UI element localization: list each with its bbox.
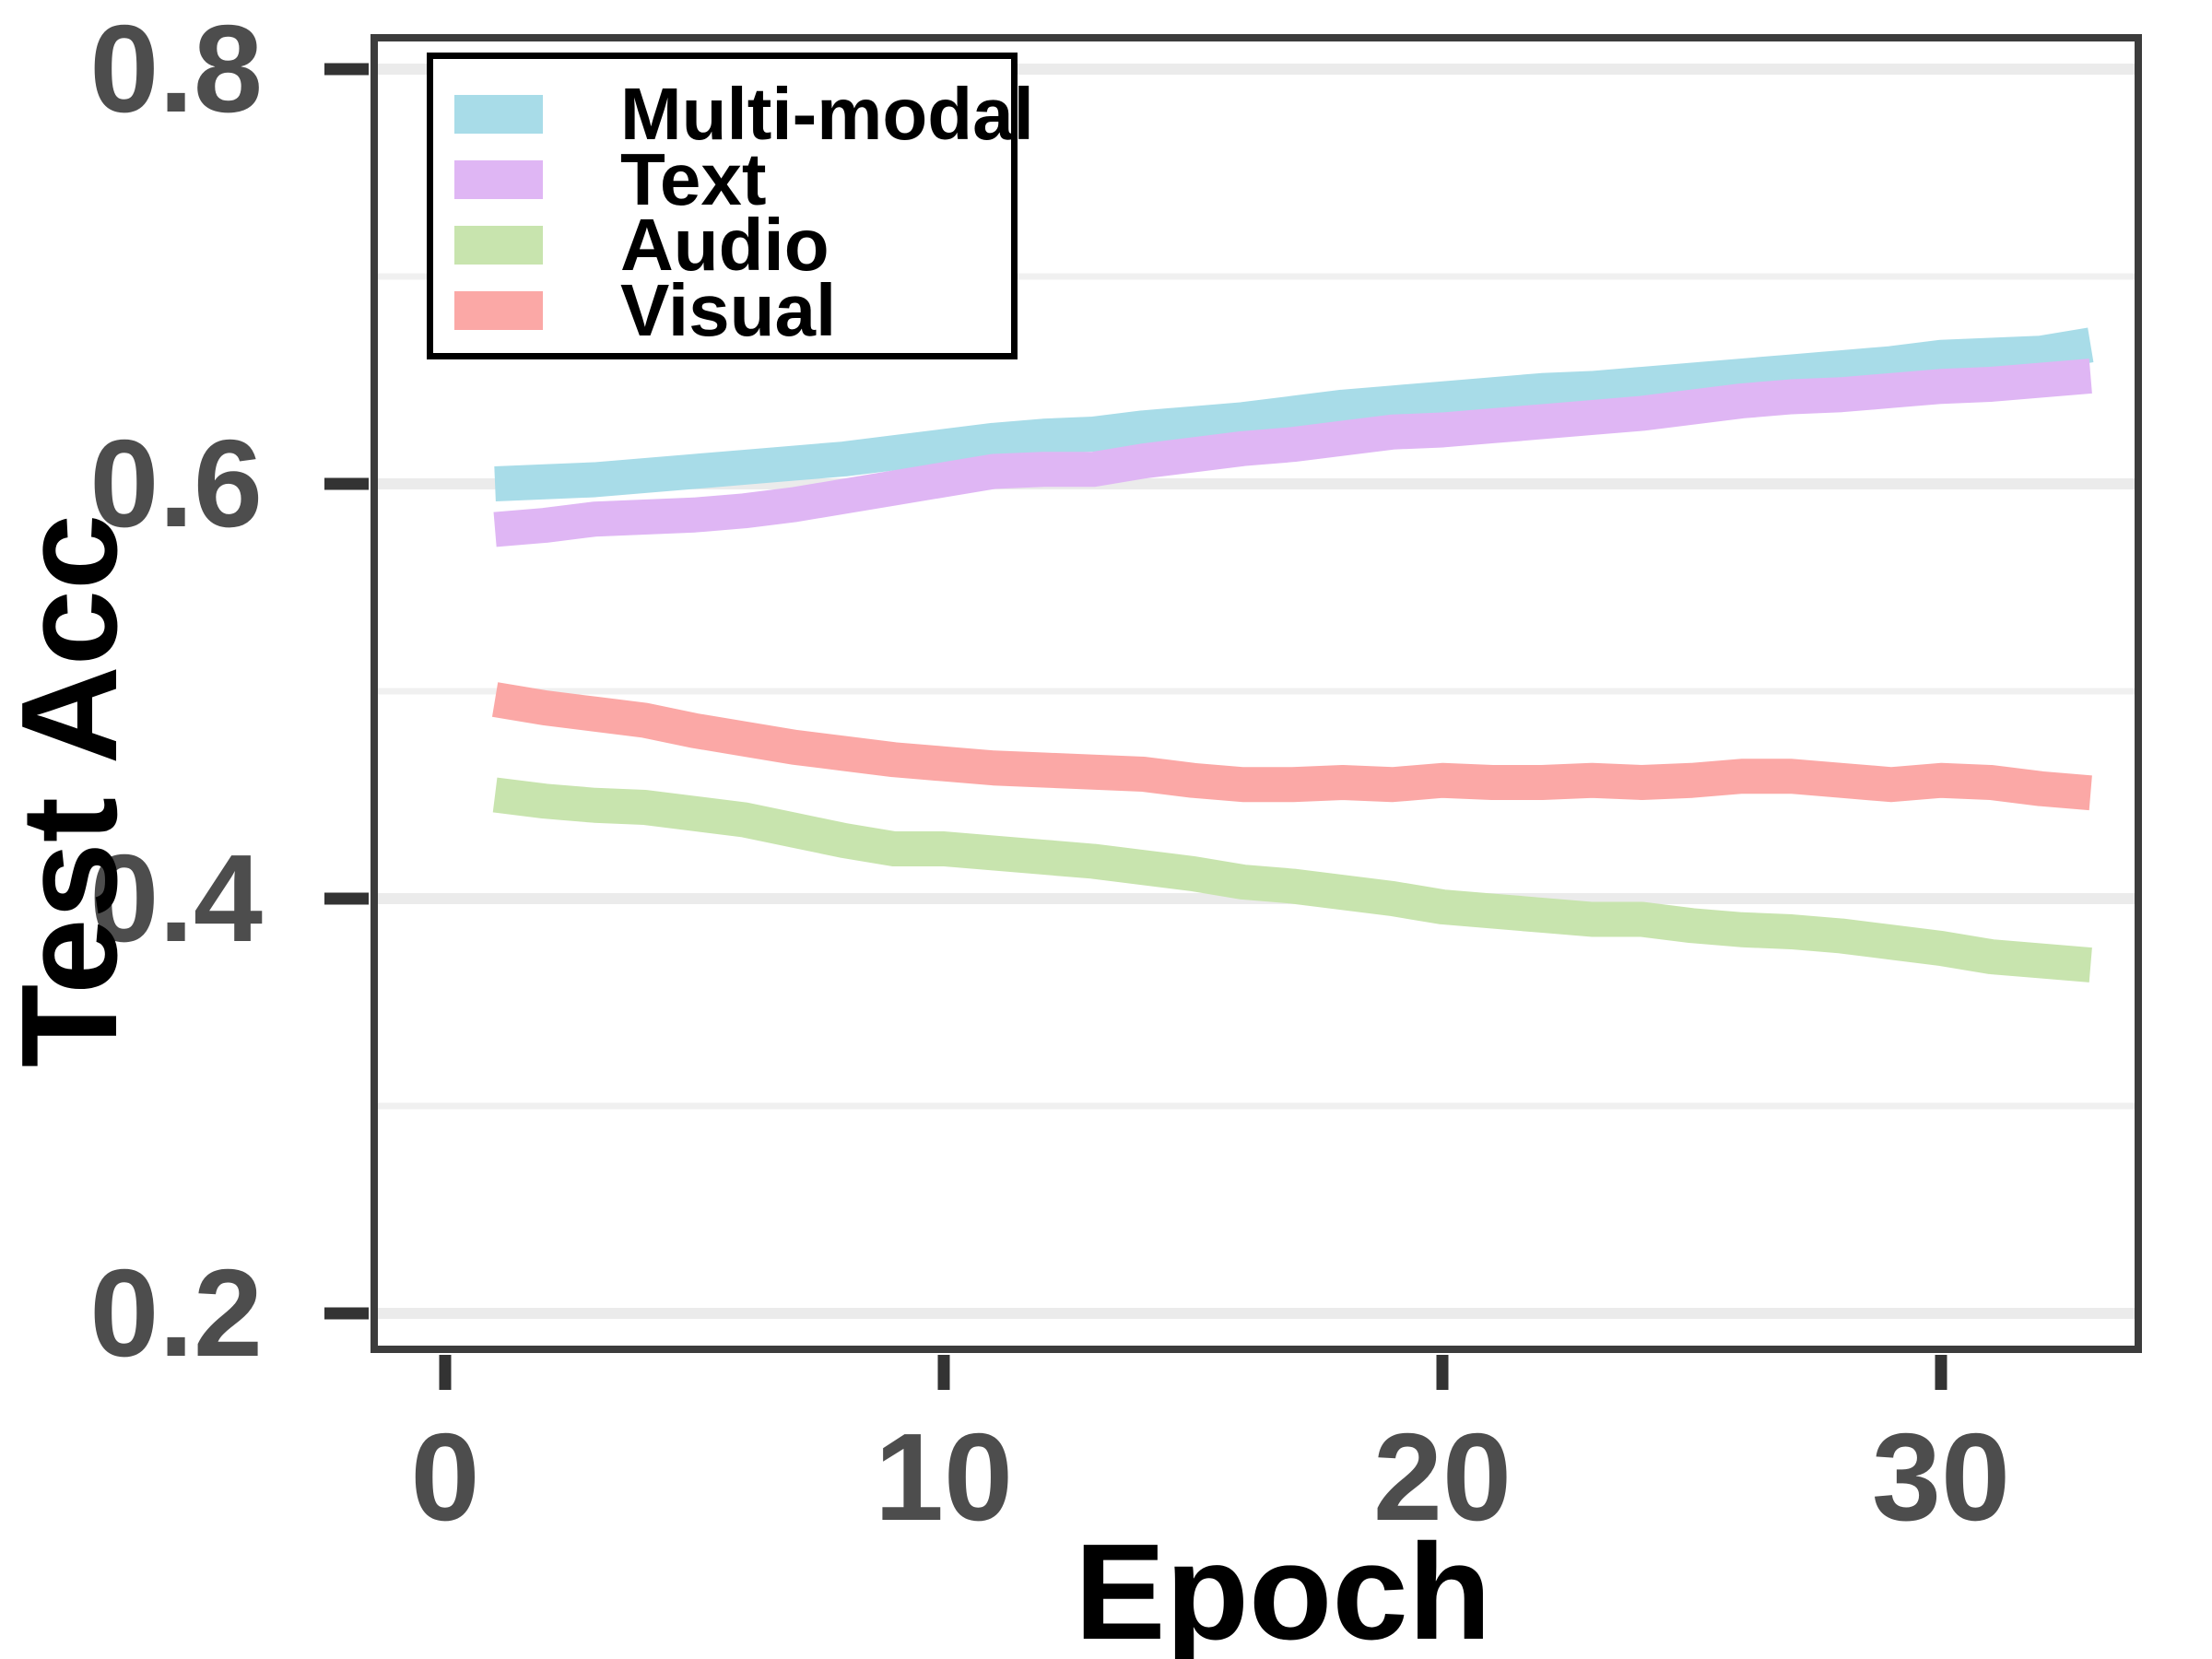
legend-row-visual: Visual	[433, 269, 1011, 351]
legend-label-visual: Visual	[620, 269, 837, 351]
audio-color-swatch	[454, 225, 543, 265]
y-tick-label-0.2: 0.2	[89, 1243, 263, 1382]
legend-row-multi-modal: Multi-modal	[433, 77, 1034, 151]
legend-row-text: Text	[433, 138, 1011, 220]
series-lines	[491, 327, 2094, 982]
text-color-swatch	[454, 159, 543, 199]
legend: Multi-modal Text Audio Visual	[427, 53, 1034, 359]
legend-label-multi-modal: Multi-modal	[620, 73, 1034, 155]
y-axis-title: Test Acc	[0, 513, 146, 1068]
y-tick-label-0.4: 0.4	[89, 829, 263, 968]
y-tick-label-0.6: 0.6	[89, 414, 263, 553]
legend-label-text: Text	[620, 138, 767, 220]
x-tick-label-10: 10	[874, 1407, 1014, 1547]
multi-modal-color-swatch	[454, 94, 543, 134]
panel-border	[371, 34, 2142, 1353]
x-tick-label-30: 30	[1871, 1407, 2011, 1547]
legend-row-audio: Audio	[433, 204, 1011, 286]
x-tick-label-0: 0	[410, 1407, 480, 1547]
tick-marks	[324, 63, 1947, 1390]
y-tick-label-0.8: 0.8	[89, 0, 263, 138]
visual-color-swatch	[454, 290, 543, 330]
x-tick-label-20: 20	[1372, 1407, 1512, 1547]
legend-label-audio: Audio	[620, 204, 830, 286]
x-axis-title: Epoch	[1074, 1516, 1492, 1659]
